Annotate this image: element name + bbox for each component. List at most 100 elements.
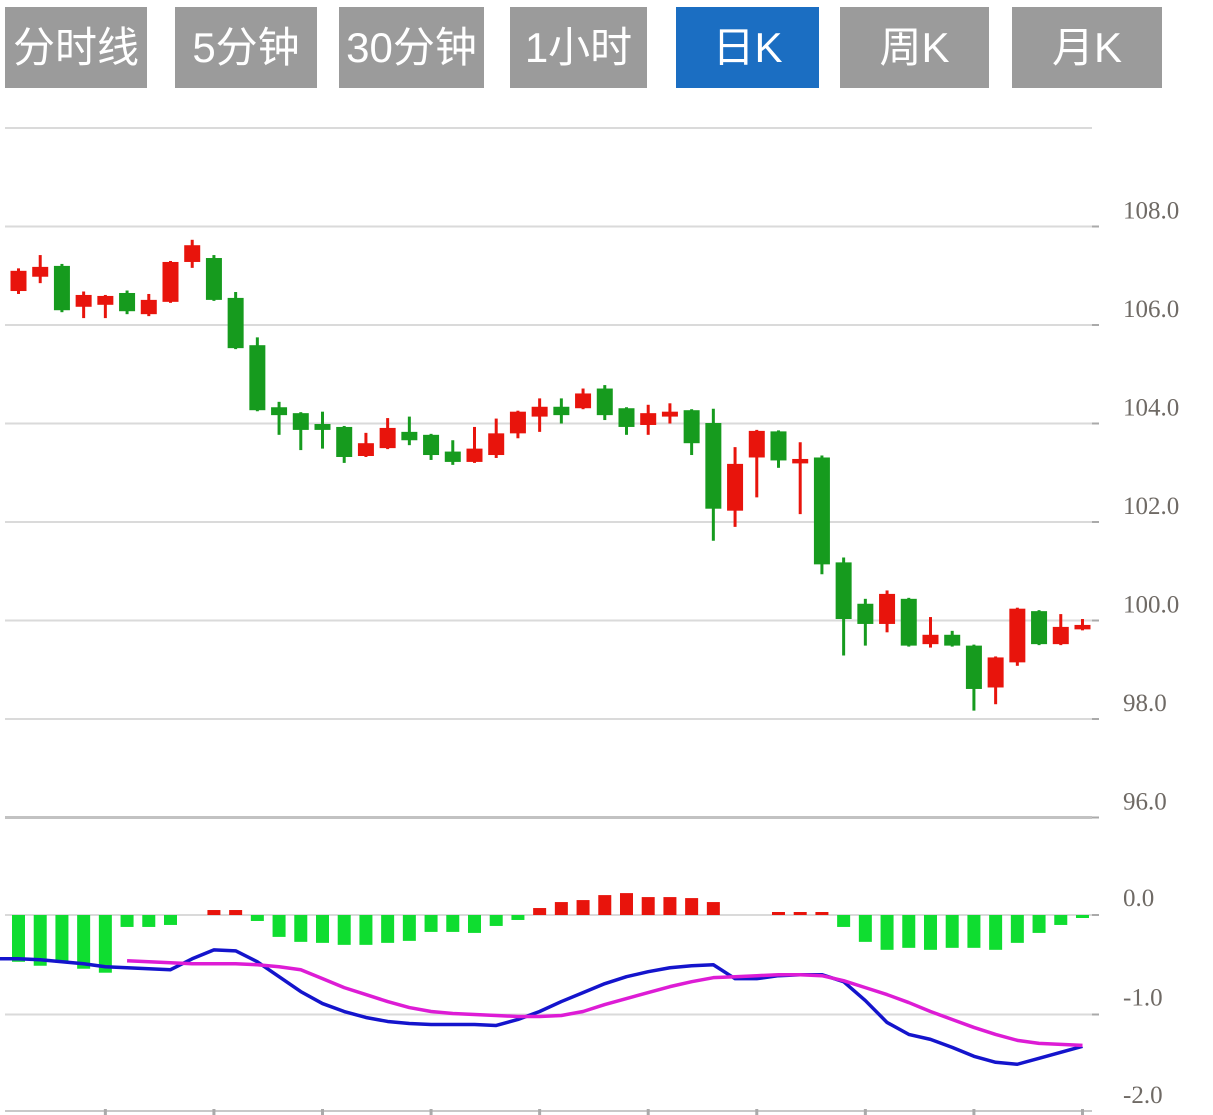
macd-bar-15 (315, 915, 329, 943)
macd-bar-24 (511, 915, 525, 920)
candle-body-45 (965, 645, 982, 689)
macd-bar-7 (142, 915, 156, 927)
candle-body-13 (271, 407, 288, 416)
candle-body-34 (727, 463, 744, 511)
macd-bar-42 (902, 915, 916, 948)
candle-body-4 (75, 294, 92, 307)
macd-bar-44 (945, 915, 959, 948)
macd-bar-50 (1075, 915, 1089, 918)
tab-daily-k[interactable]: 日K (676, 7, 819, 88)
macd-bar-37 (793, 912, 807, 915)
macd-bar-6 (120, 915, 134, 927)
candle-body-17 (357, 443, 374, 457)
macd-axis-label: -2.0 (1123, 1082, 1163, 1109)
candle-body-11 (227, 297, 244, 349)
candle-body-5 (97, 295, 114, 305)
macd-bar-45 (967, 915, 981, 948)
macd-bar-49 (1054, 915, 1068, 925)
tab-5min[interactable]: 5分钟 (175, 7, 317, 88)
candle-body-25 (531, 406, 548, 417)
candle-body-12 (249, 345, 266, 411)
macd-bar-46 (989, 915, 1003, 950)
candle-body-27 (575, 393, 592, 409)
macd-bar-14 (294, 915, 308, 942)
macd-bar-33 (706, 902, 720, 915)
candle-body-48 (1031, 611, 1048, 645)
price-axis-label: 96.0 (1123, 789, 1167, 816)
dif-line (0, 948, 1083, 1066)
macd-bar-39 (837, 915, 851, 927)
macd-bar-2 (33, 915, 47, 966)
candle-body-8 (162, 261, 179, 302)
macd-bar-4 (77, 915, 91, 969)
macd-lines (0, 948, 1083, 1066)
macd-bar-32 (685, 898, 699, 915)
price-axis-label: 108.0 (1123, 198, 1179, 225)
candle-body-31 (661, 411, 678, 417)
candle-body-49 (1052, 626, 1069, 645)
candle-body-46 (987, 657, 1004, 688)
macd-bar-30 (641, 897, 655, 915)
candle-body-6 (119, 292, 136, 312)
tab-1hour[interactable]: 1小时 (510, 7, 647, 88)
macd-bar-36 (771, 912, 785, 915)
candle-body-38 (813, 457, 830, 565)
candle-body-44 (944, 634, 961, 646)
tab-monthly-k[interactable]: 月K (1012, 7, 1162, 88)
macd-axis-label: 0.0 (1123, 885, 1154, 912)
tab-weekly-k[interactable]: 周K (840, 7, 989, 88)
candle-body-28 (596, 388, 613, 416)
macd-bar-43 (923, 915, 937, 950)
macd-bar-11 (229, 910, 243, 915)
candle-body-37 (792, 458, 809, 464)
macd-bar-41 (880, 915, 894, 950)
candle-body-36 (770, 431, 787, 461)
candle-body-1 (10, 270, 27, 292)
candle-body-43 (922, 634, 939, 645)
macd-bar-12 (250, 915, 264, 921)
macd-bar-26 (554, 902, 568, 915)
macd-bar-48 (1032, 915, 1046, 933)
macd-bar-38 (815, 912, 829, 915)
candle-body-19 (401, 431, 418, 441)
macd-bar-31 (663, 897, 677, 915)
candles (10, 239, 1091, 711)
macd-bar-17 (359, 915, 373, 945)
candle-body-10 (205, 258, 222, 300)
macd-bar-8 (163, 915, 177, 925)
candle-body-22 (466, 448, 483, 462)
axis-labels: 108.0 106.0 104.0 102.0 100.0 98.0 96.0 0.0 -1.0… (1123, 198, 1179, 1110)
candle-body-14 (292, 413, 309, 430)
candle-body-40 (857, 603, 874, 624)
tab-30min[interactable]: 30分钟 (339, 7, 484, 88)
macd-bar-29 (619, 893, 633, 915)
candle-body-42 (900, 598, 917, 646)
macd-bar-25 (533, 908, 547, 915)
macd-bar-3 (55, 915, 69, 963)
macd-bar-19 (402, 915, 416, 941)
candle-body-47 (1009, 608, 1026, 663)
macd-bar-47 (1010, 915, 1024, 943)
candle-body-9 (184, 245, 201, 262)
macd-histogram (12, 893, 1089, 973)
candle-body-26 (553, 406, 570, 416)
macd-bar-16 (337, 915, 351, 945)
candle-body-30 (640, 413, 657, 425)
macd-bar-10 (207, 910, 221, 915)
interval-tabbar: 分时线 5分钟 30分钟 1小时 日K 周K 月K (0, 0, 1213, 95)
candle-body-21 (444, 451, 461, 462)
macd-bar-21 (446, 915, 460, 932)
macd-bar-40 (858, 915, 872, 942)
candle-body-16 (336, 426, 353, 457)
candle-body-39 (835, 562, 852, 620)
macd-bar-20 (424, 915, 438, 932)
macd-axis-label: -1.0 (1123, 985, 1163, 1012)
macd-bar-1 (12, 915, 25, 962)
macd-bar-28 (598, 895, 612, 915)
dea-line (126, 959, 1083, 1048)
candle-body-3 (53, 265, 70, 311)
candle-body-29 (618, 408, 635, 427)
candle-body-23 (488, 433, 505, 456)
tab-time-line[interactable]: 分时线 (5, 7, 147, 88)
price-axis-label: 102.0 (1123, 493, 1179, 520)
